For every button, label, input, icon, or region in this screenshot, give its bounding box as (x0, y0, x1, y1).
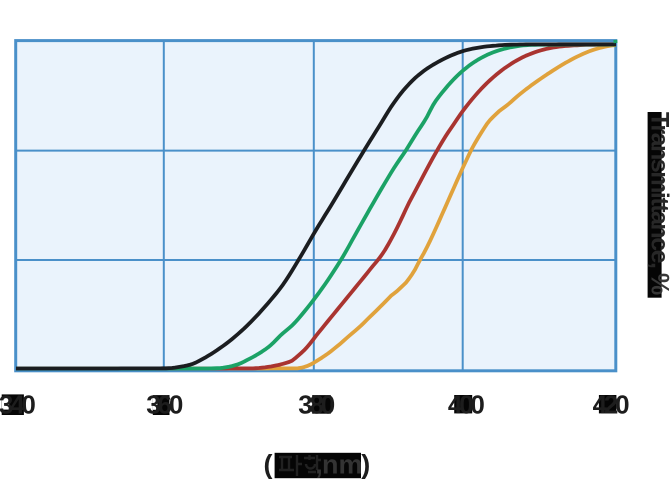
svg-text:,: , (315, 449, 323, 479)
svg-text:400: 400 (448, 389, 485, 419)
svg-text:360: 360 (146, 389, 183, 419)
svg-text:nm: nm (322, 449, 363, 479)
svg-text:): ) (361, 449, 370, 479)
svg-text:Transmittance,: Transmittance, (646, 112, 670, 268)
svg-text:420: 420 (593, 389, 630, 419)
svg-text:%: % (646, 266, 670, 295)
svg-text:340: 340 (0, 389, 35, 419)
svg-text:(: ( (264, 449, 273, 479)
svg-text:380: 380 (298, 389, 335, 419)
